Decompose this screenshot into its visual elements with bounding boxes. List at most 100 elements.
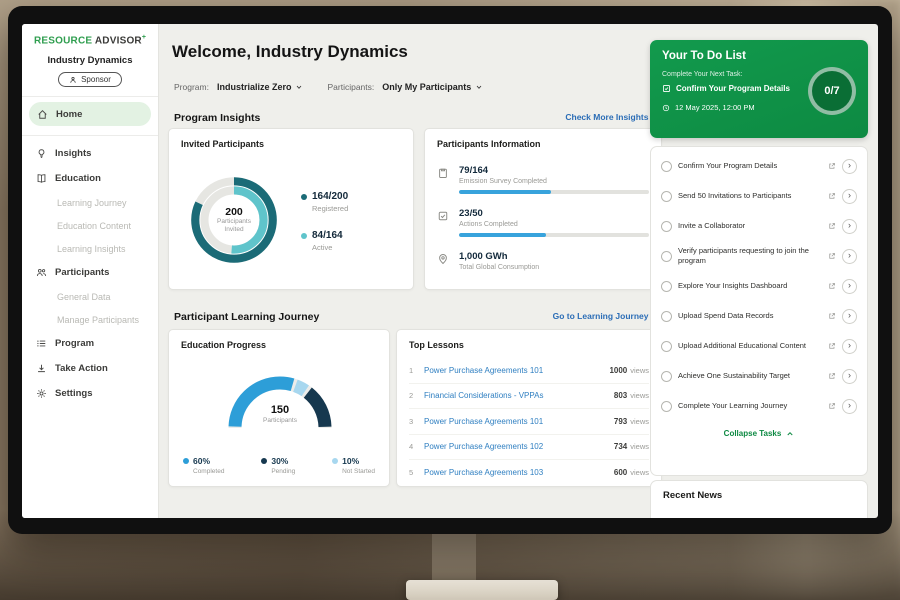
task-checkbox[interactable] bbox=[661, 340, 672, 352]
lesson-views: 803 bbox=[613, 391, 628, 401]
sidebar-item-settings[interactable]: Settings bbox=[22, 381, 158, 406]
external-link-icon bbox=[829, 163, 835, 169]
sidebar-item-learning-journey[interactable]: Learning Journey bbox=[22, 191, 158, 214]
location-pin-icon bbox=[437, 253, 449, 265]
sidebar-item-label: Education bbox=[55, 173, 101, 185]
external-link-icon bbox=[829, 403, 835, 409]
todo-task-row[interactable]: Upload Spend Data Records › bbox=[651, 301, 867, 331]
progress-fill bbox=[459, 190, 551, 194]
todo-task-row[interactable]: Complete Your Learning Journey › bbox=[651, 391, 867, 421]
task-chevron[interactable]: › bbox=[842, 308, 857, 324]
todo-next-task[interactable]: Confirm Your Program Details bbox=[662, 84, 790, 93]
go-to-learning-journey-link[interactable]: Go to Learning Journey → bbox=[553, 311, 662, 321]
task-checkbox[interactable] bbox=[661, 400, 672, 412]
lesson-views: 1000 bbox=[609, 365, 628, 375]
task-checkbox[interactable] bbox=[661, 160, 672, 172]
education-progress-gauge-chart bbox=[228, 376, 332, 429]
book-icon bbox=[37, 174, 46, 184]
participants-select-value: Only My Participants bbox=[382, 82, 472, 92]
actions-completed-label: Actions Completed bbox=[459, 221, 518, 228]
external-link-icon bbox=[829, 223, 835, 229]
monitor-bezel: RESOURCE ADVISOR+ Industry Dynamics Spon… bbox=[8, 6, 892, 534]
task-chevron[interactable]: › bbox=[842, 398, 857, 414]
sidebar-item-learning-insights[interactable]: Learning Insights bbox=[22, 237, 158, 260]
sidebar-item-manage-participants[interactable]: Manage Participants bbox=[22, 308, 158, 331]
task-label: Send 50 Invitations to Participants bbox=[678, 190, 792, 200]
todo-task-row[interactable]: Achieve One Sustainability Target › bbox=[651, 361, 867, 391]
sidebar-item-education-content[interactable]: Education Content bbox=[22, 214, 158, 237]
next-task-label: Confirm Your Program Details bbox=[676, 84, 790, 93]
logo-plus: + bbox=[141, 34, 147, 41]
task-chevron[interactable]: › bbox=[842, 158, 857, 174]
todo-task-row[interactable]: Send 50 Invitations to Participants › bbox=[651, 181, 867, 211]
task-chevron[interactable]: › bbox=[842, 338, 857, 354]
task-checkbox[interactable] bbox=[661, 220, 672, 232]
participants-information-card: Participants Information 79/164 Emission… bbox=[424, 128, 662, 290]
task-checkbox[interactable] bbox=[661, 250, 672, 262]
people-icon bbox=[36, 269, 47, 277]
sidebar-item-general-data[interactable]: General Data bbox=[22, 285, 158, 308]
lesson-link[interactable]: Power Purchase Agreements 103 bbox=[424, 468, 544, 478]
active-value: 84/164 bbox=[312, 230, 343, 241]
task-label: Achieve One Sustainability Target bbox=[678, 371, 791, 381]
registered-value: 164/200 bbox=[312, 191, 349, 202]
sidebar-item-program[interactable]: Program bbox=[22, 331, 158, 356]
todo-subtitle: Complete Your Next Task: bbox=[662, 71, 743, 78]
todo-progress-value: 0/7 bbox=[824, 85, 840, 97]
completed-value: 60% bbox=[193, 456, 211, 466]
lesson-views: 734 bbox=[613, 442, 628, 452]
lesson-link[interactable]: Power Purchase Agreements 101 bbox=[424, 365, 544, 375]
external-link-icon bbox=[829, 283, 835, 289]
lessons-list: 1 Power Purchase Agreements 101 1000 view… bbox=[409, 358, 649, 486]
clipboard-icon bbox=[437, 167, 449, 179]
sidebar-item-education[interactable]: Education bbox=[22, 166, 158, 191]
check-more-insights-link[interactable]: Check More Insights → bbox=[565, 112, 662, 122]
todo-task-row[interactable]: Upload Additional Educational Content › bbox=[651, 331, 867, 361]
task-checkbox[interactable] bbox=[661, 370, 672, 382]
sponsor-badge[interactable]: Sponsor bbox=[58, 72, 122, 88]
legend-item-active: 84/164 Active bbox=[301, 230, 348, 252]
participants-select[interactable]: Only My Participants bbox=[382, 82, 483, 92]
task-label: Upload Spend Data Records bbox=[678, 311, 774, 321]
donut-legend: 164/200 Registered 84/164 Active bbox=[301, 191, 348, 252]
task-checkbox[interactable] bbox=[661, 190, 672, 202]
lesson-link[interactable]: Power Purchase Agreements 102 bbox=[424, 442, 544, 452]
task-chevron[interactable]: › bbox=[842, 368, 857, 384]
sidebar-item-label: Settings bbox=[55, 388, 93, 400]
task-checkbox[interactable] bbox=[661, 280, 672, 292]
todo-task-row[interactable]: Invite a Collaborator › bbox=[651, 211, 867, 241]
sidebar-item-participants[interactable]: Participants bbox=[22, 260, 158, 285]
actions-completed-progressbar bbox=[459, 233, 649, 237]
registered-dot bbox=[301, 193, 307, 200]
todo-task-row[interactable]: Confirm Your Program Details › bbox=[651, 151, 867, 181]
task-chevron[interactable]: › bbox=[842, 278, 857, 294]
list-icon bbox=[37, 340, 46, 347]
sidebar-item-home[interactable]: Home bbox=[29, 102, 151, 127]
task-chevron[interactable]: › bbox=[842, 188, 857, 204]
task-chevron[interactable]: › bbox=[842, 218, 857, 234]
pending-dot bbox=[261, 458, 268, 464]
sidebar-item-take-action[interactable]: Take Action bbox=[22, 356, 158, 381]
todo-task-row[interactable]: Explore Your Insights Dashboard › bbox=[651, 271, 867, 301]
card-title: Top Lessons bbox=[409, 340, 464, 350]
program-select[interactable]: Industrialize Zero bbox=[217, 82, 304, 92]
info-row-actions-completed: 23/50 Actions Completed bbox=[437, 208, 649, 237]
recent-news-title: Recent News bbox=[663, 490, 723, 501]
progress-fill bbox=[459, 233, 547, 237]
sidebar-divider bbox=[22, 96, 158, 98]
lesson-link[interactable]: Financial Considerations - VPPAs bbox=[424, 391, 544, 401]
collapse-tasks-link[interactable]: Collapse Tasks bbox=[651, 421, 867, 442]
emission-survey-progressbar bbox=[459, 190, 649, 194]
lesson-link[interactable]: Power Purchase Agreements 101 bbox=[424, 416, 544, 426]
task-chevron[interactable]: › bbox=[842, 248, 857, 264]
completed-dot bbox=[183, 458, 189, 464]
views-suffix: views bbox=[630, 391, 649, 401]
sidebar-item-insights[interactable]: Insights bbox=[22, 141, 158, 166]
todo-task-row[interactable]: Verify participants requesting to join t… bbox=[651, 241, 867, 271]
program-select-value: Industrialize Zero bbox=[216, 82, 292, 92]
sidebar-subitem-label: Manage Participants bbox=[57, 314, 140, 325]
task-checkbox[interactable] bbox=[661, 310, 672, 322]
chevron-down-icon bbox=[297, 85, 302, 89]
sidebar-item-label: Home bbox=[56, 108, 83, 120]
monitor-stand-base bbox=[406, 580, 558, 600]
